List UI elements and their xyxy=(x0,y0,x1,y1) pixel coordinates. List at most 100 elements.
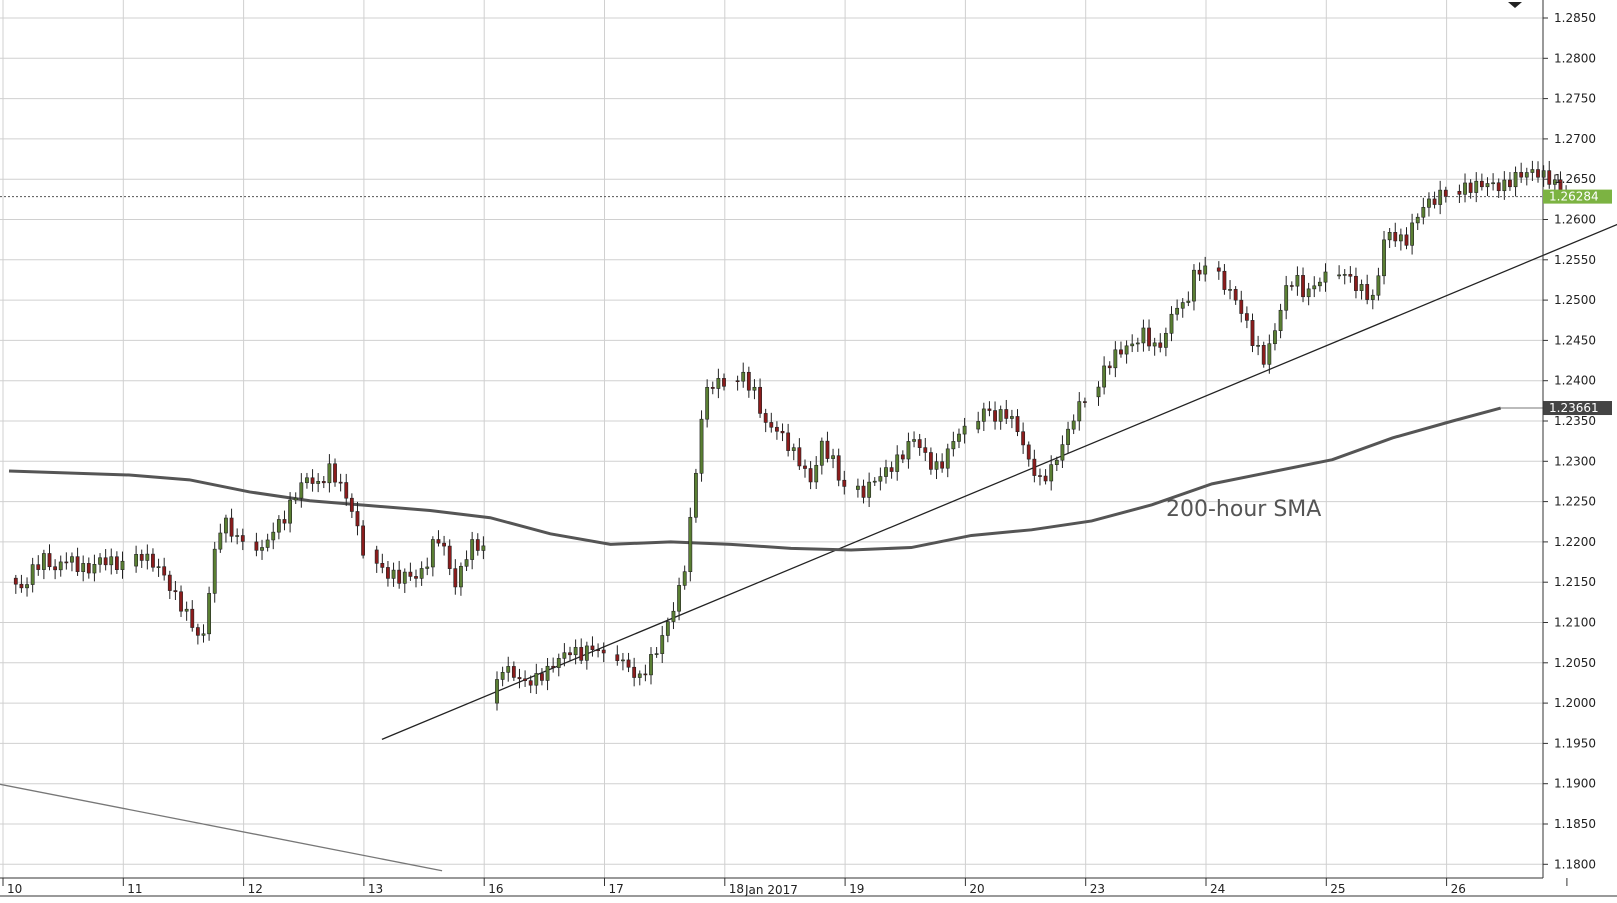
candle-body xyxy=(621,659,625,662)
candle-body xyxy=(1513,172,1518,188)
sma-layer: 1.23661 xyxy=(8,401,1612,552)
candle-body xyxy=(397,569,402,584)
candle-body xyxy=(179,591,183,612)
candle-body xyxy=(1147,327,1151,347)
candle-body xyxy=(134,554,139,567)
x-tick-label: 11 xyxy=(127,882,142,896)
menu-arrow-icon[interactable] xyxy=(1508,2,1522,8)
y-tick-label: 1.2150 xyxy=(1554,575,1596,589)
candle-body xyxy=(551,665,556,668)
candle-body xyxy=(1244,313,1249,321)
candle-body xyxy=(786,432,791,451)
candle-body xyxy=(1060,444,1065,461)
candle-body xyxy=(1163,332,1168,348)
candle-body xyxy=(1049,464,1054,482)
candle-body xyxy=(464,559,469,567)
candle-body xyxy=(976,421,981,430)
y-tick-label: 1.2100 xyxy=(1554,616,1596,630)
y-tick-label: 1.2250 xyxy=(1554,495,1596,509)
candle-body xyxy=(1009,416,1014,419)
x-tick-label: 24 xyxy=(1210,882,1225,896)
y-tick-label: 1.2700 xyxy=(1554,132,1596,146)
candle-body xyxy=(1107,365,1112,369)
candle-body xyxy=(316,481,321,484)
candle-body xyxy=(741,371,746,382)
candle-body xyxy=(419,568,424,579)
candle-body xyxy=(162,566,167,576)
candle-body xyxy=(1491,182,1495,185)
candle-body xyxy=(391,569,396,579)
candle-body xyxy=(207,593,212,635)
candle-body xyxy=(1071,420,1076,430)
candle-body xyxy=(1026,444,1031,460)
candle-body xyxy=(1278,309,1283,331)
candle-body xyxy=(987,408,992,411)
candle-body xyxy=(981,408,986,422)
candle-body xyxy=(276,519,281,533)
y-tick-label: 1.2800 xyxy=(1554,51,1596,65)
candle-body xyxy=(1312,285,1317,290)
candle-body xyxy=(453,568,458,588)
candle-body xyxy=(36,564,41,570)
x-tick-label: 17 xyxy=(609,882,624,896)
candle-body xyxy=(1141,327,1146,344)
y-tick-label: 1.2300 xyxy=(1554,454,1596,468)
candle-body xyxy=(1186,300,1191,303)
candle-body xyxy=(1468,182,1473,193)
candle-body xyxy=(517,677,522,680)
candle-body xyxy=(1203,265,1208,275)
candle-body xyxy=(64,561,69,564)
x-tick-label: 19 xyxy=(849,882,864,896)
candle-body xyxy=(1485,183,1490,188)
candle-body xyxy=(540,673,544,681)
candle-body xyxy=(1519,172,1524,178)
candle-body xyxy=(506,666,511,673)
candle-body xyxy=(677,585,681,612)
y-tick-label: 1.2750 xyxy=(1554,92,1596,106)
candle-body xyxy=(500,672,505,680)
candle-body xyxy=(534,673,539,686)
candle-body xyxy=(344,482,349,499)
candle-body xyxy=(1524,172,1529,178)
candle-body xyxy=(1152,342,1157,347)
candle-body xyxy=(333,463,337,483)
x-tick-label: 18 xyxy=(729,882,744,896)
candle-body xyxy=(906,441,911,460)
candle-body xyxy=(945,448,950,469)
y-tick-label: 1.2600 xyxy=(1554,213,1596,227)
candle-body xyxy=(878,476,883,482)
grid xyxy=(0,0,1543,878)
candle-body xyxy=(1130,343,1135,347)
candle-body xyxy=(682,571,687,586)
candle-body xyxy=(1038,475,1042,477)
trendline-falling-line xyxy=(0,783,443,872)
sma-price-label: 1.23661 xyxy=(1549,401,1599,415)
candle-body xyxy=(803,465,807,469)
candle-body xyxy=(109,556,114,566)
candle-body xyxy=(637,673,642,678)
candle-body xyxy=(212,548,217,594)
candle-body xyxy=(1015,416,1020,433)
candle-body xyxy=(710,387,715,389)
candle-body xyxy=(1102,365,1107,388)
candle-body xyxy=(235,535,240,537)
candle-body xyxy=(934,461,939,470)
candle-body xyxy=(271,531,276,541)
candle-body xyxy=(791,447,796,451)
candle-body xyxy=(1295,275,1300,287)
x-tick-label: 16 xyxy=(488,882,503,896)
candle-body xyxy=(1158,342,1163,348)
y-tick-label: 1.2500 xyxy=(1554,293,1596,307)
candle-body xyxy=(430,539,435,568)
candle-body xyxy=(156,566,161,568)
candle-body xyxy=(1032,458,1037,476)
y-tick-label: 1.2350 xyxy=(1554,414,1596,428)
y-tick-label: 1.2450 xyxy=(1554,333,1596,347)
candle-body xyxy=(201,633,206,636)
candle-body xyxy=(1348,274,1353,277)
candle-body xyxy=(632,666,637,678)
candle-body xyxy=(1376,275,1381,296)
candle-body xyxy=(831,455,835,459)
candle-body xyxy=(1410,222,1415,246)
